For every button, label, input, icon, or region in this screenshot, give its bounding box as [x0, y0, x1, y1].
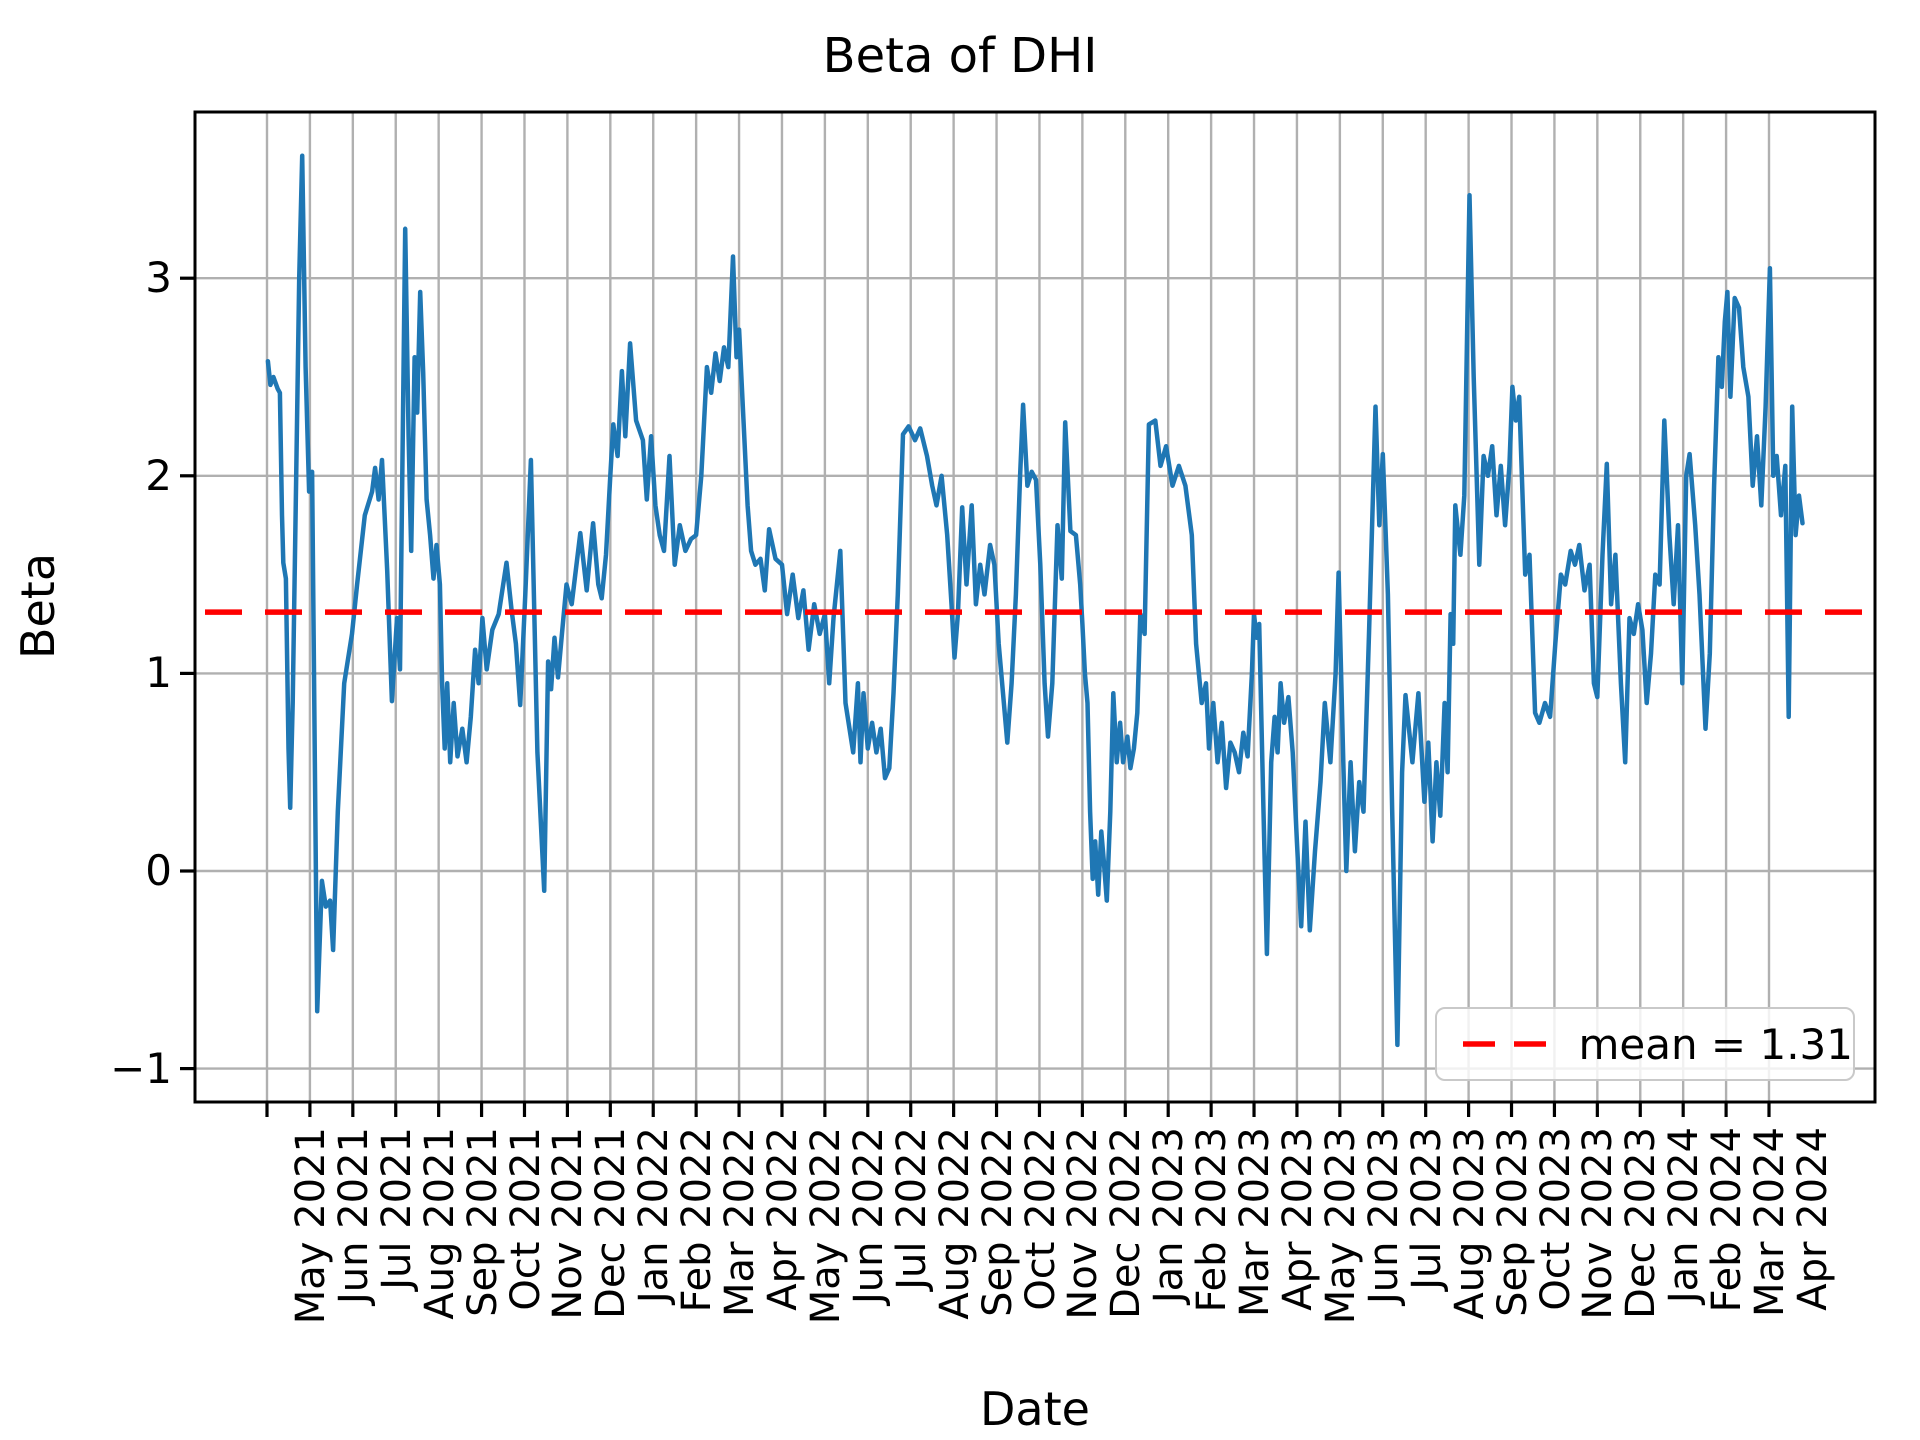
x-tick-label: Jan 2022 [631, 1127, 678, 1304]
x-tick-label: Apr 2022 [760, 1127, 807, 1311]
x-tick-label: Nov 2023 [1575, 1127, 1622, 1320]
x-axis-title: Date [980, 1382, 1090, 1436]
y-tick-label: −1 [110, 1043, 172, 1093]
y-tick-label: 2 [145, 450, 172, 500]
x-tick-label: Jan 2023 [1146, 1127, 1193, 1304]
x-tick-label: Nov 2022 [1060, 1127, 1107, 1320]
x-tick-label: Dec 2022 [1103, 1127, 1150, 1319]
x-tick-label: Jun 2022 [845, 1127, 892, 1305]
x-tick-label: Apr 2024 [1790, 1127, 1836, 1311]
x-tick-label: Jul 2022 [888, 1127, 935, 1290]
beta-series-line [265, 153, 1805, 1048]
x-tick-label: Oct 2022 [1017, 1127, 1064, 1311]
x-tick-label: Mar 2024 [1747, 1127, 1794, 1317]
x-tick-label: Sep 2023 [1489, 1127, 1536, 1317]
x-tick-label: Feb 2024 [1704, 1127, 1751, 1313]
legend-mean-dash-icon [1463, 1041, 1549, 1047]
x-tick-label: Feb 2023 [1189, 1127, 1236, 1313]
y-tick-label: 1 [145, 648, 172, 698]
y-tick-label: 3 [145, 253, 172, 303]
chart-title: Beta of DHI [822, 28, 1098, 84]
x-tick-label: Jun 2021 [330, 1127, 377, 1305]
x-tick-label: Feb 2022 [674, 1127, 721, 1313]
x-tick-label: Jul 2021 [373, 1127, 420, 1290]
legend-label: mean = 1.31 [1578, 1019, 1853, 1069]
x-tick-label: Sep 2022 [974, 1127, 1021, 1317]
x-tick-label: Oct 2023 [1532, 1127, 1579, 1311]
x-tick-label: Sep 2021 [459, 1127, 506, 1317]
x-tick-label: Aug 2021 [416, 1127, 463, 1320]
x-tick-label: Dec 2021 [588, 1127, 635, 1319]
y-tick-label: 0 [145, 846, 172, 895]
x-tick-label: May 2023 [1317, 1127, 1364, 1325]
y-axis-title: Beta [11, 552, 65, 660]
x-tick-label: Apr 2023 [1275, 1127, 1322, 1311]
x-tick-label: Aug 2022 [931, 1127, 978, 1320]
x-tick-label: Aug 2023 [1446, 1127, 1493, 1320]
x-tick-label: May 2022 [802, 1127, 849, 1325]
x-tick-label: Dec 2023 [1618, 1127, 1665, 1319]
legend: mean = 1.31 [1435, 1007, 1855, 1081]
x-tick-label: Mar 2023 [1232, 1127, 1279, 1317]
x-tick-label: Jun 2023 [1360, 1127, 1407, 1305]
x-tick-label: May 2021 [288, 1127, 334, 1325]
plot-background [195, 112, 1875, 1102]
x-tick-label: Mar 2022 [717, 1127, 764, 1317]
axes-frame [193, 110, 1877, 1104]
x-tick-label: Jan 2024 [1661, 1127, 1708, 1304]
x-tick-label: Oct 2021 [502, 1127, 549, 1311]
x-tick-label: Jul 2023 [1403, 1127, 1450, 1290]
x-tick-label: Nov 2021 [545, 1127, 592, 1320]
